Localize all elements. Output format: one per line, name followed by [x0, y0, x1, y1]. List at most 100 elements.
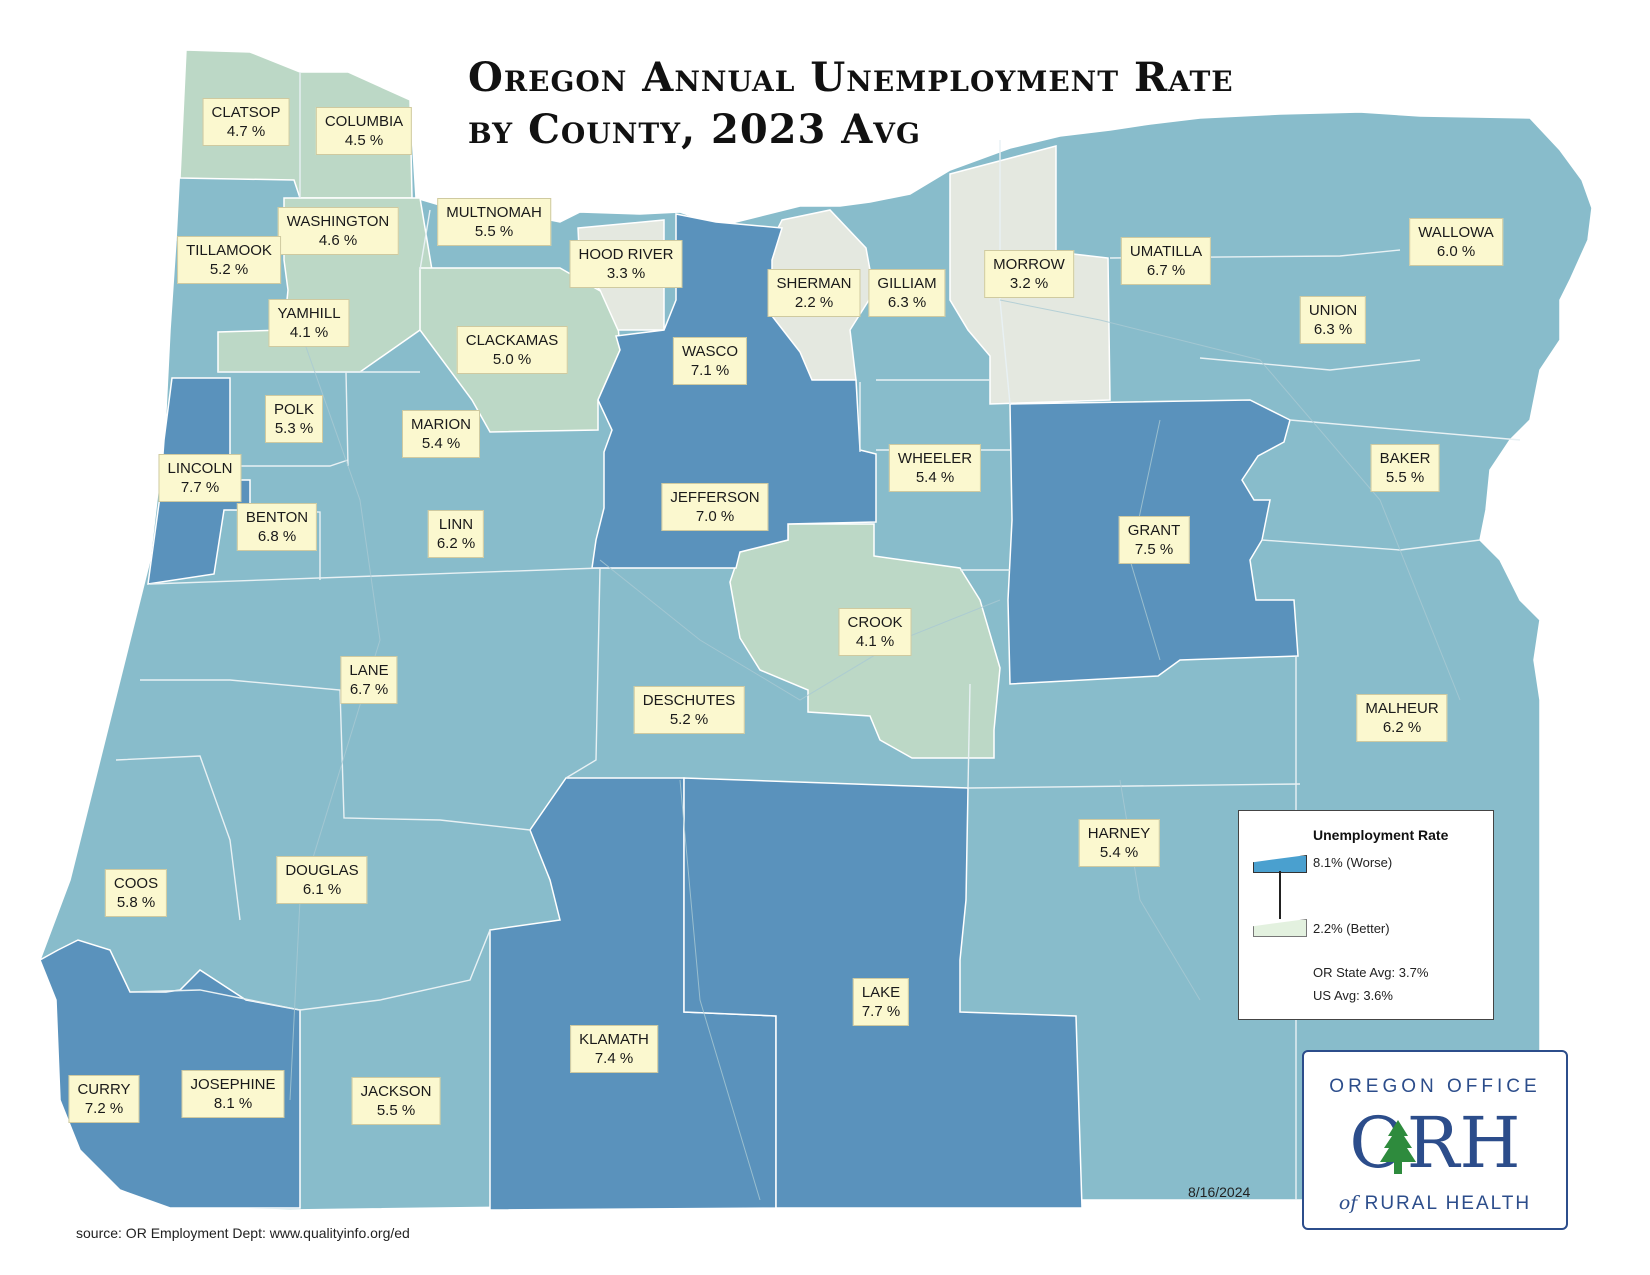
legend-title: Unemployment Rate [1313, 827, 1449, 843]
county-name: GRANT [1127, 522, 1181, 539]
county-rate: 8.1 % [213, 1095, 253, 1112]
county-label-malheur: MALHEUR 6.2 % [1356, 694, 1448, 742]
county-rate: 5.2 % [209, 261, 249, 278]
county-rate: 6.0 % [1436, 243, 1476, 260]
county-label-tillamook: TILLAMOOK 5.2 % [177, 236, 281, 284]
county-name: WALLOWA [1418, 224, 1494, 241]
county-name: MORROW [993, 256, 1065, 273]
logo-mid-text: ORH [1349, 1102, 1521, 1184]
county-label-harney: HARNEY 5.4 % [1078, 819, 1160, 867]
county-rate: 4.6 % [318, 232, 358, 249]
county-name: CLACKAMAS [465, 332, 559, 349]
county-label-crook: CROOK 4.1 % [838, 608, 912, 656]
county-rate: 6.2 % [436, 535, 476, 552]
county-rate: 7.4 % [594, 1050, 634, 1067]
county-name: SHERMAN [776, 275, 852, 292]
county-name: JOSEPHINE [190, 1076, 276, 1093]
county-label-yamhill: YAMHILL 4.1 % [268, 299, 350, 347]
county-rate: 5.5 % [1385, 469, 1425, 486]
county-label-coos: COOS 5.8 % [104, 869, 168, 917]
legend: Unemployment Rate 8.1% (Worse) 2.2% (Bet… [1238, 810, 1494, 1020]
county-name: COOS [113, 875, 159, 892]
county-name: DOUGLAS [285, 862, 359, 879]
county-label-jackson: JACKSON 5.5 % [351, 1077, 441, 1125]
county-rate: 5.5 % [376, 1102, 416, 1119]
logo-top-text: OREGON OFFICE [1329, 1076, 1541, 1097]
county-rate: 4.7 % [226, 123, 266, 140]
county-name: MULTNOMAH [446, 204, 542, 221]
legend-stem [1279, 871, 1281, 919]
county-name: MARION [411, 416, 471, 433]
county-rate: 6.7 % [349, 681, 389, 698]
legend-high-label: 8.1% (Worse) [1313, 855, 1393, 870]
legend-us-avg: US Avg: 3.6% [1313, 988, 1393, 1003]
county-label-wasco: WASCO 7.1 % [672, 337, 748, 385]
legend-low-label: 2.2% (Better) [1313, 921, 1390, 936]
county-rate: 7.7 % [861, 1003, 901, 1020]
county-name: UMATILLA [1129, 243, 1203, 260]
county-rate: 5.5 % [474, 223, 514, 240]
county-label-lake: LAKE 7.7 % [852, 978, 910, 1026]
county-name: JACKSON [360, 1083, 432, 1100]
county-rate: 7.5 % [1134, 541, 1174, 558]
county-name: LAKE [861, 984, 901, 1001]
county-label-sherman: SHERMAN 2.2 % [767, 269, 861, 317]
county-label-baker: BAKER 5.5 % [1370, 444, 1440, 492]
legend-low-swatch [1253, 919, 1307, 937]
county-rate: 2.2 % [794, 294, 834, 311]
county-rate: 6.7 % [1146, 262, 1186, 279]
county-name: KLAMATH [579, 1031, 649, 1048]
county-name: DESCHUTES [642, 692, 736, 709]
county-rate: 6.3 % [1313, 321, 1353, 338]
title-line-2: by County, 2023 Avg [468, 106, 921, 153]
county-label-deschutes: DESCHUTES 5.2 % [633, 686, 745, 734]
county-label-clackamas: CLACKAMAS 5.0 % [456, 326, 568, 374]
county-rate: 5.3 % [274, 420, 314, 437]
county-label-curry: CURRY 7.2 % [68, 1075, 140, 1123]
county-name: UNION [1308, 302, 1358, 319]
county-label-hood-river: HOOD RIVER 3.3 % [569, 240, 683, 288]
county-label-wheeler: WHEELER 5.4 % [888, 444, 982, 492]
county-rate: 5.8 % [116, 894, 156, 911]
county-rate: 4.1 % [289, 324, 329, 341]
map-date: 8/16/2024 [1188, 1184, 1251, 1200]
county-rate: 6.3 % [887, 294, 927, 311]
logo-bottom-main: RURAL HEALTH [1364, 1193, 1532, 1214]
county-rate: 4.1 % [855, 633, 895, 650]
county-label-morrow: MORROW 3.2 % [984, 250, 1074, 298]
county-name: WHEELER [897, 450, 973, 467]
county-name: POLK [273, 401, 315, 418]
county-name: GILLIAM [877, 275, 937, 292]
county-label-lincoln: LINCOLN 7.7 % [158, 454, 242, 502]
county-label-washington: WASHINGTON 4.6 % [277, 207, 399, 255]
county-label-union: UNION 6.3 % [1299, 296, 1367, 344]
county-label-wallowa: WALLOWA 6.0 % [1409, 218, 1503, 266]
county-rate: 3.2 % [1009, 275, 1049, 292]
county-rate: 6.8 % [257, 528, 297, 545]
county-label-marion: MARION 5.4 % [402, 410, 480, 458]
logo-bottom-prefix: of [1338, 1192, 1358, 1214]
county-label-linn: LINN 6.2 % [427, 510, 485, 558]
county-name: CROOK [847, 614, 903, 631]
county-name: WASHINGTON [286, 213, 390, 230]
county-rate: 7.1 % [690, 362, 730, 379]
county-label-klamath: KLAMATH 7.4 % [570, 1025, 658, 1073]
county-name: JEFFERSON [670, 489, 760, 506]
county-label-josephine: JOSEPHINE 8.1 % [181, 1070, 285, 1118]
county-label-douglas: DOUGLAS 6.1 % [276, 856, 368, 904]
county-name: LINCOLN [167, 460, 233, 477]
title-line-1: Oregon Annual Unemployment Rate [468, 54, 1234, 101]
county-name: BENTON [245, 509, 309, 526]
county-label-grant: GRANT 7.5 % [1118, 516, 1190, 564]
county-rate: 5.4 % [421, 435, 461, 452]
county-label-clatsop: CLATSOP 4.7 % [202, 98, 290, 146]
county-rate: 6.2 % [1382, 719, 1422, 736]
county-rate: 5.0 % [492, 351, 532, 368]
county-label-columbia: COLUMBIA 4.5 % [315, 107, 413, 155]
county-name: CURRY [77, 1081, 131, 1098]
county-rate: 4.5 % [344, 132, 384, 149]
county-name: MALHEUR [1365, 700, 1439, 717]
county-rate: 7.2 % [84, 1100, 124, 1117]
source-note: source: OR Employment Dept: www.qualityi… [76, 1225, 410, 1241]
